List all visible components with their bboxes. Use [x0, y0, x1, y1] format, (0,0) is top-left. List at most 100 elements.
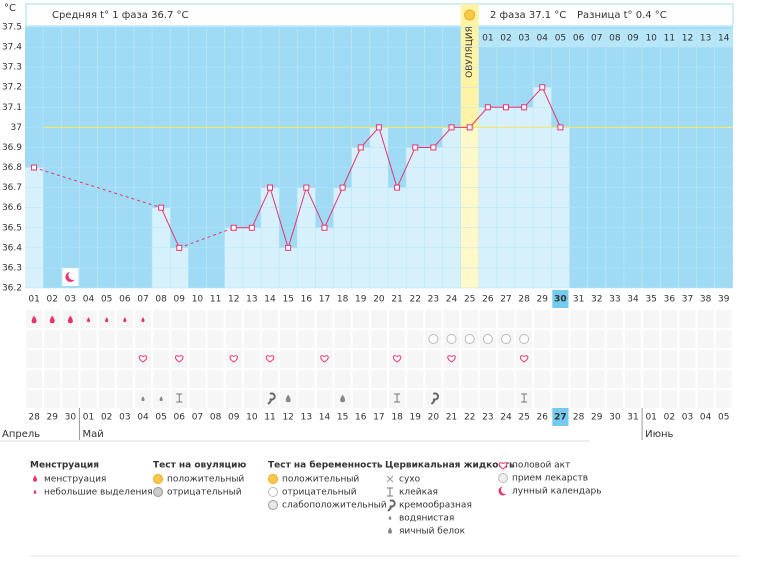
x-tick-label: 11	[210, 295, 221, 305]
x-tick-label: 39	[718, 295, 730, 305]
temp-point	[267, 184, 274, 191]
symbol-cell	[207, 350, 224, 368]
heart-icon	[447, 355, 456, 363]
symbol-cell	[334, 370, 351, 388]
symbol-cell	[352, 350, 369, 368]
preg-test-neg	[464, 334, 475, 344]
symbol-cell	[261, 310, 279, 328]
symbol-cell	[26, 390, 43, 408]
x-tick-label: 38	[700, 295, 712, 305]
y-tick-label: 37.2	[2, 83, 22, 93]
phase2-day: 09	[627, 34, 639, 44]
symbol-cell	[26, 330, 43, 348]
symbol-cell	[407, 390, 424, 408]
symbol-cell	[570, 370, 587, 388]
phase2-cell	[479, 29, 497, 47]
phase2-cell	[497, 29, 515, 47]
symbol-cell	[624, 350, 642, 368]
symbol-cell	[352, 310, 369, 328]
symbol-cell	[624, 390, 642, 408]
temp-point	[303, 184, 310, 191]
legend-icon	[153, 474, 163, 484]
symbol-cell	[316, 330, 333, 348]
date-label: 11	[264, 413, 275, 423]
x-tick-label: 23	[428, 295, 439, 305]
month-label: Июнь	[645, 429, 673, 440]
symbol-cell	[389, 370, 406, 388]
symbol-cell	[570, 350, 587, 368]
x-tick-label: 01	[28, 295, 39, 305]
date-label: 15	[337, 413, 348, 423]
x-tick-label: 12	[228, 295, 239, 305]
legend-icon	[32, 475, 38, 482]
x-tick-label: 14	[264, 295, 276, 305]
date-label: 02	[664, 413, 675, 423]
symbol-cell	[624, 370, 642, 388]
y-tick-label: 36.4	[2, 243, 22, 253]
header-box	[25, 3, 734, 27]
symbol-cell	[497, 370, 515, 388]
symbol-cell	[243, 330, 260, 348]
x-tick-label: 19	[355, 295, 367, 305]
phase2-cell	[660, 29, 678, 47]
symbol-cell	[189, 330, 206, 348]
phase2-cell	[533, 29, 551, 47]
x-tick-label: 07	[137, 295, 148, 305]
temp-point	[502, 104, 509, 111]
legend-icon	[386, 475, 394, 483]
symbol-cell	[207, 330, 224, 348]
creamy-icon	[430, 392, 439, 405]
bar	[297, 187, 316, 288]
symbol-cell	[243, 390, 260, 408]
phase2-cell	[642, 29, 660, 47]
eggwhite-icon	[340, 394, 346, 403]
symbol-cell	[171, 370, 188, 388]
symbol-cell	[606, 370, 623, 388]
symbol-cell	[298, 350, 315, 368]
phase1-avg: Средняя t° 1 фаза 36.7 °C	[52, 10, 189, 21]
temp-line	[160, 207, 180, 249]
phase2-day: 04	[537, 34, 549, 44]
symbol-cell	[534, 390, 551, 408]
x-tick-label: 37	[682, 295, 693, 305]
bar	[496, 107, 516, 288]
symbol-cell	[44, 350, 61, 368]
x-tick-label: 05	[101, 295, 112, 305]
symbol-cell	[298, 310, 315, 328]
heart-icon	[519, 355, 529, 363]
sticky-icon	[387, 487, 393, 497]
symbol-cell	[298, 370, 315, 388]
symbol-cell	[407, 370, 424, 388]
symbol-cell	[389, 310, 406, 328]
y-tick-label: 36.5	[2, 223, 22, 233]
legend-item: сухо	[399, 475, 421, 485]
symbol-cell	[606, 350, 623, 368]
symbol-cell	[352, 370, 369, 388]
temp-point	[466, 124, 473, 131]
symbol-cell	[243, 310, 260, 328]
symbol-cell	[661, 310, 678, 328]
symbol-cell	[316, 390, 333, 408]
legend-title: Тест на овуляцию	[153, 461, 246, 471]
symbol-cell	[588, 390, 605, 408]
symbol-cell	[606, 390, 623, 408]
date-label: 30	[65, 413, 77, 423]
today-cell	[552, 290, 569, 308]
date-label: 16	[355, 413, 367, 423]
symbol-cell	[44, 390, 61, 408]
symbol-cell	[697, 310, 714, 328]
symbol-cell	[425, 310, 442, 328]
symbol-cell	[588, 330, 605, 348]
heart-icon	[138, 355, 148, 363]
temp-point	[412, 144, 419, 151]
symbol-cell	[98, 370, 115, 388]
symbol-cell	[80, 350, 97, 368]
date-label: 31	[627, 413, 638, 423]
temp-point	[484, 104, 491, 111]
symbol-cell	[443, 390, 460, 408]
symbol-cell	[207, 370, 224, 388]
legend-icon	[268, 500, 278, 510]
legend-item: лунный календарь	[512, 487, 602, 497]
temp-point	[375, 124, 382, 131]
